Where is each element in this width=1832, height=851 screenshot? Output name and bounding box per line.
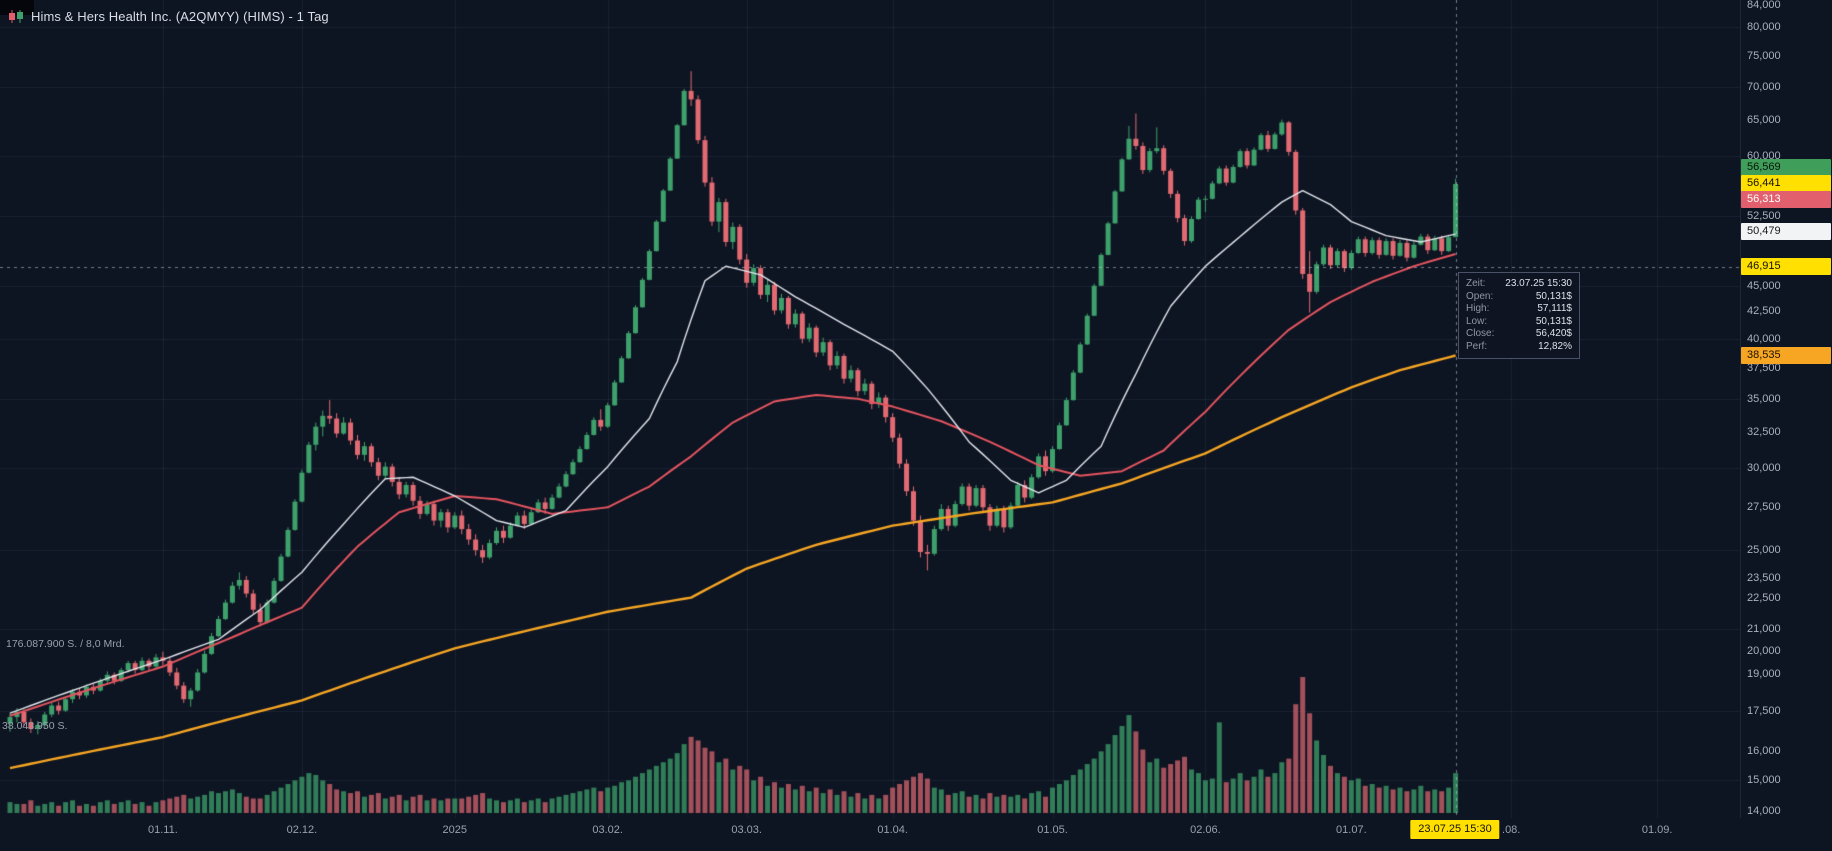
y-axis-tick-label: 75,000 xyxy=(1747,49,1781,62)
y-axis: 84,000 80,000 75,000 70,000 65,000 60,000 52,5… xyxy=(1740,0,1832,818)
y-axis-tick-label: 84,000 xyxy=(1747,0,1781,11)
x-axis-tick-label: 02.06. xyxy=(1190,824,1221,836)
y-axis-tick-label: 22,500 xyxy=(1747,591,1781,604)
y-axis-tick-label: 45,000 xyxy=(1747,279,1781,292)
price-tag-ma-short-value: 50,479 xyxy=(1741,223,1831,240)
y-axis-tick-label: 65,000 xyxy=(1747,114,1781,127)
tooltip-value: 56,420$ xyxy=(1535,328,1572,339)
tooltip-row-high: High: 57,111$ xyxy=(1466,303,1572,316)
axis-separator xyxy=(1740,0,1741,818)
tooltip-row-perf: Perf: 12,82% xyxy=(1466,341,1572,354)
x-axis-tick-label: 01.07. xyxy=(1336,824,1367,836)
x-axis-tick-label: 01.04. xyxy=(877,824,908,836)
y-axis-tick-label: 37,500 xyxy=(1747,361,1781,374)
price-tag-crosshair-price: 46,915 xyxy=(1741,258,1831,275)
top-left-chip[interactable] xyxy=(0,0,34,15)
y-axis-tick-label: 16,000 xyxy=(1747,744,1781,757)
y-axis-tick-label: 25,000 xyxy=(1747,544,1781,557)
y-axis-tick-label: 40,000 xyxy=(1747,332,1781,345)
ohlc-tooltip: Zeit: 23.07.25 15:30 Open: 50,131$ High:… xyxy=(1458,272,1580,359)
tooltip-label: Zeit: xyxy=(1466,278,1486,289)
crosshair-time-tag: 23.07.25 15:30 xyxy=(1410,820,1500,839)
price-tag-last: 56,441 xyxy=(1741,175,1831,192)
y-axis-tick-label: 32,500 xyxy=(1747,426,1781,439)
instrument-title: Hims & Hers Health Inc. (A2QMYY) (HIMS) … xyxy=(31,9,329,24)
y-axis-tick-label: 80,000 xyxy=(1747,20,1781,33)
price-tag-bid: 56,313 xyxy=(1741,191,1831,208)
x-axis-tick-label: 02.12. xyxy=(286,824,318,836)
y-axis-tick-label: 15,000 xyxy=(1747,773,1781,786)
y-axis-tick-label: 20,000 xyxy=(1747,644,1781,657)
volume-stat-secondary: 38.043.950 S. xyxy=(2,720,68,732)
y-axis-tick-label: 52,500 xyxy=(1747,210,1781,223)
tooltip-value: 12,82% xyxy=(1538,340,1572,352)
tooltip-label: Low: xyxy=(1466,315,1488,327)
x-axis-tick-label: 01.05. xyxy=(1037,824,1068,836)
volume-stat-primary: 176.087.900 S. / 8,0 Mrd. xyxy=(6,638,125,650)
tooltip-row-zeit: Zeit: 23.07.25 15:30 xyxy=(1466,278,1572,291)
tooltip-value: 50,131$ xyxy=(1535,315,1572,327)
y-axis-tick-label: 30,000 xyxy=(1747,462,1781,475)
tooltip-row-open: Open: 50,131$ xyxy=(1466,291,1572,304)
x-axis-tick-label: 03.03. xyxy=(731,824,762,836)
tooltip-value: 23.07.25 15:30 xyxy=(1505,278,1572,289)
y-axis-tick-label: 70,000 xyxy=(1747,81,1781,93)
price-tag-ask: 56,569 xyxy=(1741,159,1831,176)
y-axis-tick-label: 35,000 xyxy=(1747,392,1781,405)
tooltip-label: Perf: xyxy=(1466,340,1488,352)
tooltip-value: 57,111$ xyxy=(1537,303,1572,314)
y-axis-tick-label: 19,000 xyxy=(1747,667,1781,680)
tooltip-row-low: Low: 50,131$ xyxy=(1466,316,1572,329)
tooltip-value: 50,131$ xyxy=(1535,290,1572,302)
tooltip-label: Close: xyxy=(1466,328,1495,339)
x-axis-tick-label: 2025 xyxy=(442,824,468,836)
x-axis-tick-label: 01.11. xyxy=(148,824,178,836)
price-tag-ma-long-value: 38,535 xyxy=(1741,347,1831,364)
y-axis-tick-label: 42,500 xyxy=(1747,305,1781,318)
instrument-legend[interactable]: Hims & Hers Health Inc. (A2QMYY) (HIMS) … xyxy=(8,9,329,24)
legend-candles-icon xyxy=(9,10,23,23)
x-axis: 01.11. 02.12. 2025 03.02. 03.03. 01.04. 01.05.… xyxy=(0,818,1832,851)
y-axis-tick-label: 17,500 xyxy=(1747,704,1781,717)
price-chart-canvas[interactable] xyxy=(0,0,1740,818)
tooltip-row-close: Close: 56,420$ xyxy=(1466,328,1572,341)
x-axis-tick-label: 01.09. xyxy=(1641,824,1673,836)
x-axis-tick-label: 03.02. xyxy=(592,824,623,836)
y-axis-tick-label: 23,500 xyxy=(1747,572,1781,584)
x-axis-tick-label: .08. xyxy=(1502,824,1521,836)
y-axis-tick-label: 21,000 xyxy=(1747,622,1781,635)
tooltip-label: Open: xyxy=(1466,290,1494,302)
y-axis-tick-label: 27,500 xyxy=(1747,501,1781,514)
y-axis-tick-label: 14,000 xyxy=(1747,805,1781,817)
tooltip-label: High: xyxy=(1466,303,1490,314)
